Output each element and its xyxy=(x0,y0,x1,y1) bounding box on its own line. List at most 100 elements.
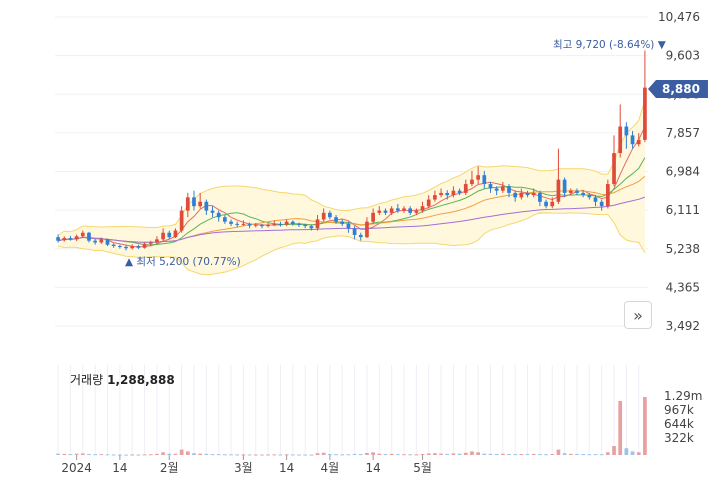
candle xyxy=(136,244,141,250)
candle-body xyxy=(309,226,314,229)
volume-bar xyxy=(482,453,487,455)
volume-bar xyxy=(426,453,431,455)
candle xyxy=(253,223,258,228)
volume-bar xyxy=(241,454,246,456)
candle-body xyxy=(328,212,332,218)
candle-body xyxy=(377,210,382,213)
candle-body xyxy=(358,234,363,238)
candle xyxy=(470,170,474,187)
volume-bar xyxy=(624,448,629,455)
volume-bar xyxy=(636,452,641,455)
candle xyxy=(605,179,610,209)
candle-body xyxy=(229,221,233,224)
volume-bar xyxy=(74,453,79,455)
volume-bar xyxy=(587,454,592,456)
candle xyxy=(445,190,450,200)
candle xyxy=(395,203,400,213)
candle xyxy=(173,228,178,239)
candle xyxy=(581,190,585,198)
volume-bar xyxy=(130,454,135,456)
candle xyxy=(87,231,91,243)
candle-body xyxy=(500,186,505,191)
volume-bar xyxy=(192,453,196,455)
volume-bar xyxy=(457,453,462,455)
candle-body xyxy=(612,153,616,185)
candle-body xyxy=(198,201,203,207)
candle xyxy=(556,148,561,204)
candle-body xyxy=(247,223,252,226)
candle xyxy=(612,135,616,187)
candle-body xyxy=(253,224,258,226)
candle xyxy=(216,210,221,222)
candle xyxy=(155,236,159,244)
volume-bar xyxy=(278,454,283,456)
volume-bar xyxy=(148,454,153,456)
candle xyxy=(68,235,73,241)
volume-bar xyxy=(142,454,147,456)
candle-body xyxy=(87,232,91,241)
candle-body xyxy=(346,223,351,229)
volume-bar xyxy=(136,454,141,456)
x-tick-label: 3월 xyxy=(234,461,253,475)
volume-bar xyxy=(124,454,128,456)
volume-bar xyxy=(87,454,91,456)
volume-bar xyxy=(161,452,165,455)
candle xyxy=(260,223,264,229)
candle-body xyxy=(575,190,579,193)
volume-bar xyxy=(93,454,98,456)
candle xyxy=(494,186,499,196)
volume-bar xyxy=(451,453,456,455)
candle xyxy=(408,206,413,216)
candle-body xyxy=(124,246,128,249)
candle xyxy=(482,170,487,189)
volume-bar xyxy=(111,454,116,456)
candle-body xyxy=(297,223,301,225)
candle xyxy=(198,192,203,209)
candle-body xyxy=(420,206,425,211)
candle-body xyxy=(371,212,375,222)
x-tick-label: 5월 xyxy=(413,461,432,475)
candle-body xyxy=(235,223,240,225)
scroll-right-button[interactable]: » xyxy=(624,301,652,329)
candle-body xyxy=(260,224,264,227)
candle-body xyxy=(426,199,431,207)
candle xyxy=(185,192,190,218)
candle-body xyxy=(531,192,536,196)
candle-body xyxy=(278,223,283,225)
candle-body xyxy=(284,221,289,225)
candle-body xyxy=(482,175,487,185)
volume-bar xyxy=(538,454,542,456)
candle xyxy=(420,201,425,213)
candle xyxy=(433,190,437,202)
candle xyxy=(414,208,419,216)
volume-bar xyxy=(494,454,499,456)
volume-bar xyxy=(612,445,616,455)
y-tick-label: 10,476 xyxy=(658,10,700,24)
volume-bar xyxy=(383,454,388,456)
volume-bar xyxy=(389,453,394,455)
candle-body xyxy=(538,192,542,202)
volume-tick-label: 322k xyxy=(664,431,694,445)
volume-bar xyxy=(80,453,85,455)
volume-bar xyxy=(266,454,270,456)
y-tick-label: 6,984 xyxy=(666,165,700,179)
volume-bar xyxy=(216,454,221,456)
candle xyxy=(402,206,406,213)
candle-body xyxy=(513,192,518,198)
candle xyxy=(192,190,196,211)
volume-bar xyxy=(507,454,511,456)
candle-body xyxy=(643,87,647,140)
x-tick-label: 14 xyxy=(112,461,127,475)
x-tick-label: 14 xyxy=(279,461,294,475)
candle-body xyxy=(414,210,419,213)
candle xyxy=(636,133,641,147)
candle-body xyxy=(494,188,499,191)
candle xyxy=(525,190,530,198)
volume-bar xyxy=(346,454,351,456)
candle xyxy=(457,188,462,196)
candle xyxy=(451,186,456,198)
y-tick-label: 3,492 xyxy=(666,319,700,333)
candle xyxy=(278,221,283,227)
